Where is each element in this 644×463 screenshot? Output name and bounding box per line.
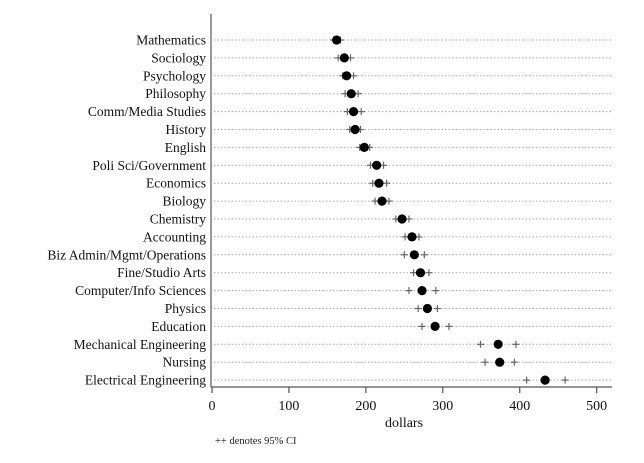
category-label: Economics xyxy=(146,176,206,191)
ci-high-marker xyxy=(357,108,365,116)
data-point xyxy=(409,250,419,260)
data-point xyxy=(359,142,369,152)
x-tick-label: 500 xyxy=(586,399,607,414)
x-tick-label: 200 xyxy=(355,399,376,414)
data-point xyxy=(493,339,503,349)
footnote: ++ denotes 95% CI xyxy=(215,436,297,447)
data-point xyxy=(339,53,349,63)
x-tick-label: 100 xyxy=(278,399,299,414)
data-point xyxy=(346,89,356,99)
data-point xyxy=(350,124,360,135)
category-label: Accounting xyxy=(143,229,206,244)
data-point xyxy=(342,71,352,81)
data-point xyxy=(377,196,387,206)
data-point xyxy=(495,357,505,367)
ci-low-marker xyxy=(400,251,408,259)
ci-low-marker xyxy=(405,287,413,295)
ci-low-marker xyxy=(481,358,489,366)
ci-high-marker xyxy=(561,376,569,384)
ci-high-marker xyxy=(432,287,440,295)
ci-high-marker xyxy=(383,179,391,187)
category-label: Physics xyxy=(165,301,206,316)
x-tick-label: 400 xyxy=(509,399,530,414)
ci-low-marker xyxy=(418,322,426,330)
category-label: Mathematics xyxy=(136,33,206,48)
category-label: English xyxy=(165,140,207,155)
category-label: Poli Sci/Government xyxy=(92,158,206,173)
data-point xyxy=(397,214,407,224)
category-label: Comm/Media Studies xyxy=(88,104,206,119)
data-point xyxy=(372,160,382,170)
data-point xyxy=(540,375,550,385)
ci-low-marker xyxy=(523,376,531,384)
x-tick-label: 0 xyxy=(209,399,216,414)
category-label: Sociology xyxy=(151,50,206,65)
data-point xyxy=(415,268,426,278)
gridlines xyxy=(214,39,612,381)
data-point xyxy=(422,303,433,314)
ci-high-marker xyxy=(445,322,453,330)
ci-low-marker xyxy=(476,340,484,348)
category-label: Chemistry xyxy=(150,212,206,227)
data-point xyxy=(348,107,359,117)
x-axis-label: dollars xyxy=(385,416,423,431)
category-labels: Mathematics Sociology Psychology Philosophy… xyxy=(47,33,206,388)
data-point xyxy=(332,35,342,45)
category-label: Electrical Engineering xyxy=(85,373,206,388)
x-tick-label: 300 xyxy=(432,399,453,414)
ci-high-marker xyxy=(420,251,428,259)
ci-high-marker xyxy=(425,269,433,277)
category-label: Mechanical Engineering xyxy=(74,337,207,352)
category-label: Philosophy xyxy=(145,86,206,101)
category-label: Biology xyxy=(162,194,206,209)
category-label: Computer/Info Sciences xyxy=(75,283,206,298)
data-point xyxy=(407,232,417,242)
data-marks xyxy=(330,35,569,385)
x-ticks: 0 100 200 300 400 500 xyxy=(209,387,607,414)
category-label: Fine/Studio Arts xyxy=(117,265,206,280)
data-point xyxy=(430,321,440,331)
category-label: Biz Admin/Mgmt/Operations xyxy=(47,247,206,262)
category-label: Education xyxy=(151,319,206,334)
category-label: Psychology xyxy=(143,68,206,83)
data-point xyxy=(374,178,384,188)
category-label: Nursing xyxy=(163,355,207,370)
ci-high-marker xyxy=(433,305,441,312)
ci-high-marker xyxy=(512,340,520,348)
data-point xyxy=(417,286,427,296)
ci-low-marker xyxy=(414,305,422,312)
ci-high-marker xyxy=(510,358,518,366)
category-label: History xyxy=(166,122,207,137)
